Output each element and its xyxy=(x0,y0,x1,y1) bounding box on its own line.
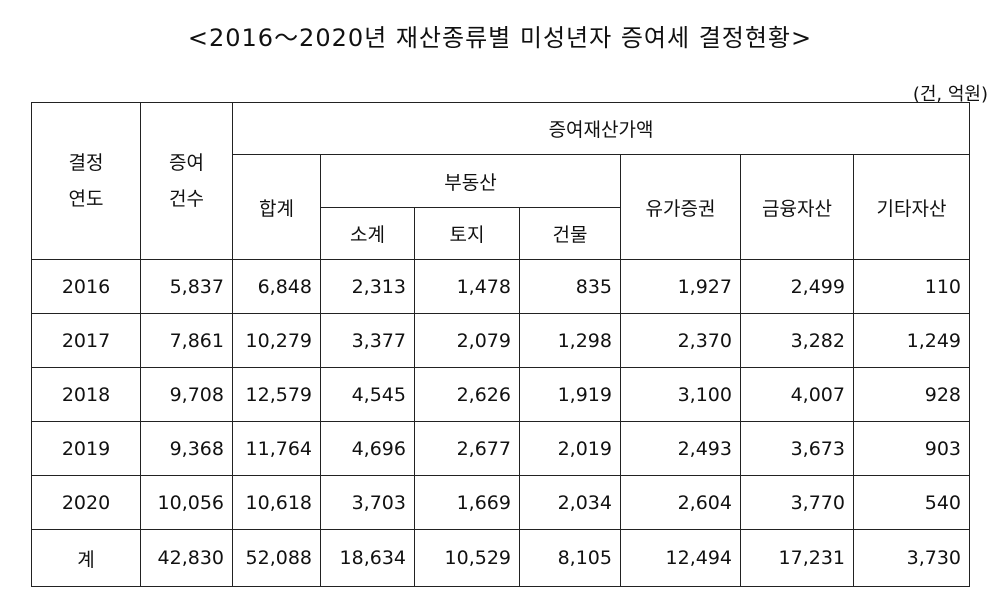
cell-subtotal: 3,703 xyxy=(320,475,415,530)
cell-subtotal: 4,545 xyxy=(320,367,415,422)
header-total: 합계 xyxy=(232,154,321,260)
cell-land: 1,478 xyxy=(414,259,520,314)
cell-subtotal: 2,313 xyxy=(320,259,415,314)
cell-count: 9,368 xyxy=(140,421,233,476)
cell-financial: 3,282 xyxy=(740,313,854,368)
cell-financial: 3,770 xyxy=(740,475,854,530)
cell-subtotal: 4,696 xyxy=(320,421,415,476)
cell-financial: 4,007 xyxy=(740,367,854,422)
cell-total: 10,279 xyxy=(232,313,321,368)
cell-other: 540 xyxy=(852,475,971,530)
cell-count: 5,837 xyxy=(140,259,233,314)
cell-other: 110 xyxy=(852,259,971,314)
cell-year: 2016 xyxy=(31,259,141,314)
cell-securities: 1,927 xyxy=(620,259,741,314)
cell-other: 928 xyxy=(852,367,971,422)
cell-financial: 3,673 xyxy=(740,421,854,476)
table-row: 2018 9,708 12,579 4,545 2,626 1,919 3,10… xyxy=(31,367,971,422)
header-building: 건물 xyxy=(519,207,621,260)
cell-land: 1,669 xyxy=(414,475,520,530)
cell-other: 3,730 xyxy=(852,529,971,587)
cell-subtotal: 18,634 xyxy=(320,529,415,587)
cell-building: 2,019 xyxy=(519,421,621,476)
cell-financial: 17,231 xyxy=(740,529,854,587)
cell-count: 10,056 xyxy=(140,475,233,530)
cell-financial: 2,499 xyxy=(740,259,854,314)
cell-securities: 12,494 xyxy=(620,529,741,587)
cell-other: 903 xyxy=(852,421,971,476)
cell-year: 2020 xyxy=(31,475,141,530)
header-securities: 유가증권 xyxy=(620,154,741,260)
cell-building: 2,034 xyxy=(519,475,621,530)
cell-land: 2,079 xyxy=(414,313,520,368)
header-gift-value: 증여재산가액 xyxy=(231,102,971,155)
cell-year: 2019 xyxy=(31,421,141,476)
header-year-line2: 연도 xyxy=(68,188,104,210)
header-other: 기타자산 xyxy=(852,154,971,260)
table-row: 2016 5,837 6,848 2,313 1,478 835 1,927 2… xyxy=(31,259,971,314)
cell-building: 8,105 xyxy=(519,529,621,587)
cell-securities: 3,100 xyxy=(620,367,741,422)
cell-securities: 2,493 xyxy=(620,421,741,476)
cell-total: 11,764 xyxy=(232,421,321,476)
table-row: 2020 10,056 10,618 3,703 1,669 2,034 2,6… xyxy=(31,475,971,530)
cell-year: 계 xyxy=(31,529,141,587)
cell-securities: 2,370 xyxy=(620,313,741,368)
unit-label: (건, 억원) xyxy=(912,84,988,105)
header-year-line1: 결정 xyxy=(68,152,104,174)
cell-building: 1,298 xyxy=(519,313,621,368)
header-count-line2: 건수 xyxy=(169,188,204,210)
cell-year: 2018 xyxy=(31,367,141,422)
cell-land: 2,626 xyxy=(414,367,520,422)
cell-total: 6,848 xyxy=(232,259,321,314)
cell-total: 10,618 xyxy=(232,475,321,530)
cell-building: 1,919 xyxy=(519,367,621,422)
cell-securities: 2,604 xyxy=(620,475,741,530)
header-count-line1: 증여 xyxy=(169,152,204,174)
header-subtotal: 소계 xyxy=(320,207,415,260)
cell-year: 2017 xyxy=(31,313,141,368)
header-financial: 금융자산 xyxy=(740,154,854,260)
cell-subtotal: 3,377 xyxy=(320,313,415,368)
cell-land: 2,677 xyxy=(414,421,520,476)
cell-total: 52,088 xyxy=(232,529,321,587)
cell-total: 12,579 xyxy=(232,367,321,422)
header-real-estate: 부동산 xyxy=(320,154,621,208)
total-row: 계 42,830 52,088 18,634 10,529 8,105 12,4… xyxy=(31,529,971,587)
cell-count: 42,830 xyxy=(140,529,233,587)
header-year: 결정 연도 xyxy=(31,102,141,260)
table-title: <2016～2020년 재산종류별 미성년자 증여세 결정현황> xyxy=(187,24,813,52)
cell-count: 7,861 xyxy=(140,313,233,368)
cell-count: 9,708 xyxy=(140,367,233,422)
table-row: 2017 7,861 10,279 3,377 2,079 1,298 2,37… xyxy=(31,313,971,368)
header-count: 증여 건수 xyxy=(140,102,233,260)
gift-tax-table: 결정 연도 증여 건수 증여재산가액 합계 부동산 유가증권 금융자산 기타자산… xyxy=(31,102,971,587)
cell-land: 10,529 xyxy=(414,529,520,587)
cell-building: 835 xyxy=(519,259,621,314)
table-row: 2019 9,368 11,764 4,696 2,677 2,019 2,49… xyxy=(31,421,971,476)
cell-other: 1,249 xyxy=(852,313,971,368)
header-land: 토지 xyxy=(414,207,520,260)
